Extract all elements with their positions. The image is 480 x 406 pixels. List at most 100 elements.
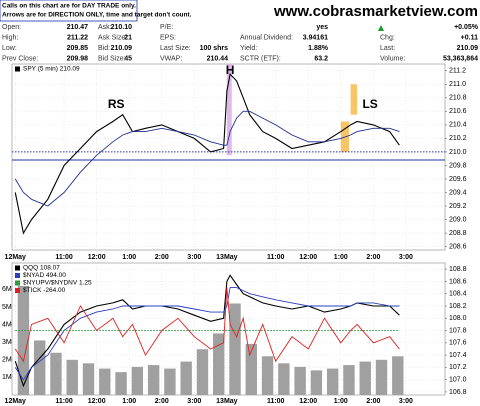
volume-bar	[213, 333, 225, 395]
quote-label: Last Size:	[160, 45, 191, 52]
quote-label: SCTR (ETF):	[240, 55, 281, 62]
volume-bar	[310, 370, 323, 395]
quote-value: 209.98	[67, 55, 89, 62]
x-tick-label: 12:00	[299, 398, 317, 405]
y-tick-label: 210.8	[449, 95, 467, 102]
volume-bar	[294, 366, 306, 395]
y2-tick-label: 107.2	[449, 364, 467, 371]
x-tick-label: 12:00	[88, 254, 106, 261]
volume-bar	[180, 361, 192, 395]
annotation: H	[226, 63, 235, 77]
y2-tick-label: 108.2	[449, 303, 467, 310]
quote-value: 45	[124, 55, 132, 62]
quote-value: 100 shrs	[200, 45, 229, 52]
y-tick-label: 3M	[2, 339, 12, 346]
x-tick-label: 1:00	[334, 398, 348, 405]
quote-label: Ask Size:	[98, 34, 127, 41]
volume-bar	[17, 285, 30, 395]
volume-bar	[131, 366, 144, 395]
quote-value: 3.94161	[303, 34, 328, 41]
legend-swatch	[15, 265, 20, 271]
up-icon	[378, 25, 384, 31]
y2-tick-label: 106.8	[449, 389, 467, 396]
x-tick-label: 2:00	[366, 398, 380, 405]
x-tick-label: 13May	[216, 398, 238, 405]
y-tick-label: 209.0	[449, 216, 467, 223]
x-tick-label: 3:00	[399, 398, 413, 405]
y-tick-label: 4M	[2, 321, 12, 328]
legend-label: $NYUPV/$NYDNV 1.25	[23, 280, 92, 287]
y-tick-label: 210.0	[449, 149, 467, 156]
y2-tick-label: 108.0	[449, 315, 467, 322]
quote-label: P/E:	[160, 24, 173, 31]
annotation: RS	[108, 97, 125, 111]
x-tick-label: 11:00	[55, 254, 73, 261]
summary-label: Volume:	[380, 55, 405, 62]
y-tick-label: 209.6	[449, 176, 467, 183]
quote-value: 210.47	[67, 24, 89, 31]
volume-bar	[99, 368, 111, 395]
x-tick-label: 12:00	[299, 254, 317, 261]
annotation: LS	[362, 97, 377, 111]
y-tick-label: 5M	[2, 304, 12, 311]
volume-bar	[115, 372, 127, 395]
x-tick-label: 1:00	[122, 398, 136, 405]
notice-text: Calls on this chart are for DAY TRADE on…	[2, 3, 136, 10]
quote-label: Ask:	[98, 24, 112, 31]
quote-label: Annual Dividend:	[240, 34, 293, 41]
volume-bar	[261, 356, 274, 395]
quote-label: Bid Size:	[98, 55, 126, 62]
legend-label: $TICK -264.00	[23, 287, 66, 294]
quote-label: Open:	[2, 24, 21, 31]
x-tick-label: 2:00	[366, 254, 380, 261]
y-tick-label: 208.8	[449, 230, 467, 237]
legend-swatch	[15, 273, 20, 278]
quote-value: 210.09	[111, 45, 133, 52]
y2-tick-label: 107.4	[449, 352, 467, 359]
y2-tick-label: 107.0	[449, 376, 467, 383]
site-logo: www.cobrasmarketview.com	[273, 3, 478, 20]
highlight	[350, 84, 358, 115]
volume-bar	[196, 349, 209, 395]
quote-label: Prev Close:	[2, 55, 38, 62]
volume-bar	[50, 352, 62, 395]
series-line	[14, 274, 400, 388]
summary-value: 210.09	[457, 45, 479, 52]
quote-label: Bid:	[98, 45, 110, 52]
y-tick-label: 6M	[2, 286, 12, 293]
volume-bar	[278, 363, 290, 395]
y-tick-label: 210.6	[449, 108, 467, 115]
quote-value: yes	[316, 24, 328, 31]
volume-bar	[375, 359, 388, 395]
y-tick-label: 211.0	[449, 81, 466, 88]
notice-box	[0, 0, 138, 22]
legend-swatch	[15, 66, 20, 72]
change-pct: +0.05%	[454, 24, 479, 31]
volume-bar	[229, 303, 241, 395]
volume-bar	[343, 365, 355, 395]
y2-tick-label: 108.6	[449, 278, 467, 285]
y-tick-label: 210.4	[449, 122, 467, 129]
y-tick-label: 209.2	[449, 203, 467, 210]
volume-bar	[164, 368, 176, 395]
x-tick-label: 12:00	[88, 398, 106, 405]
quote-label: EPS:	[160, 34, 176, 41]
y-tick-label: 211.2	[449, 68, 466, 75]
volume-bar	[82, 363, 95, 395]
volume-bar	[245, 343, 257, 395]
quote-label: High:	[2, 34, 18, 41]
quote-value: 209.85	[67, 45, 89, 52]
highlight	[226, 64, 232, 156]
quote-value: 210.10	[111, 24, 133, 31]
legend-swatch	[15, 280, 20, 286]
quote-value: 210.44	[207, 55, 229, 62]
series-line	[14, 110, 400, 207]
summary-label: Chg:	[380, 34, 395, 41]
quote-value: 21	[124, 34, 132, 41]
y-tick-label: 209.4	[449, 189, 467, 196]
volume-bar	[147, 365, 160, 395]
x-tick-label: 11:00	[267, 398, 285, 405]
x-tick-label: 2:00	[155, 398, 169, 405]
legend-label: SPY (5 min) 210.09	[23, 66, 80, 73]
